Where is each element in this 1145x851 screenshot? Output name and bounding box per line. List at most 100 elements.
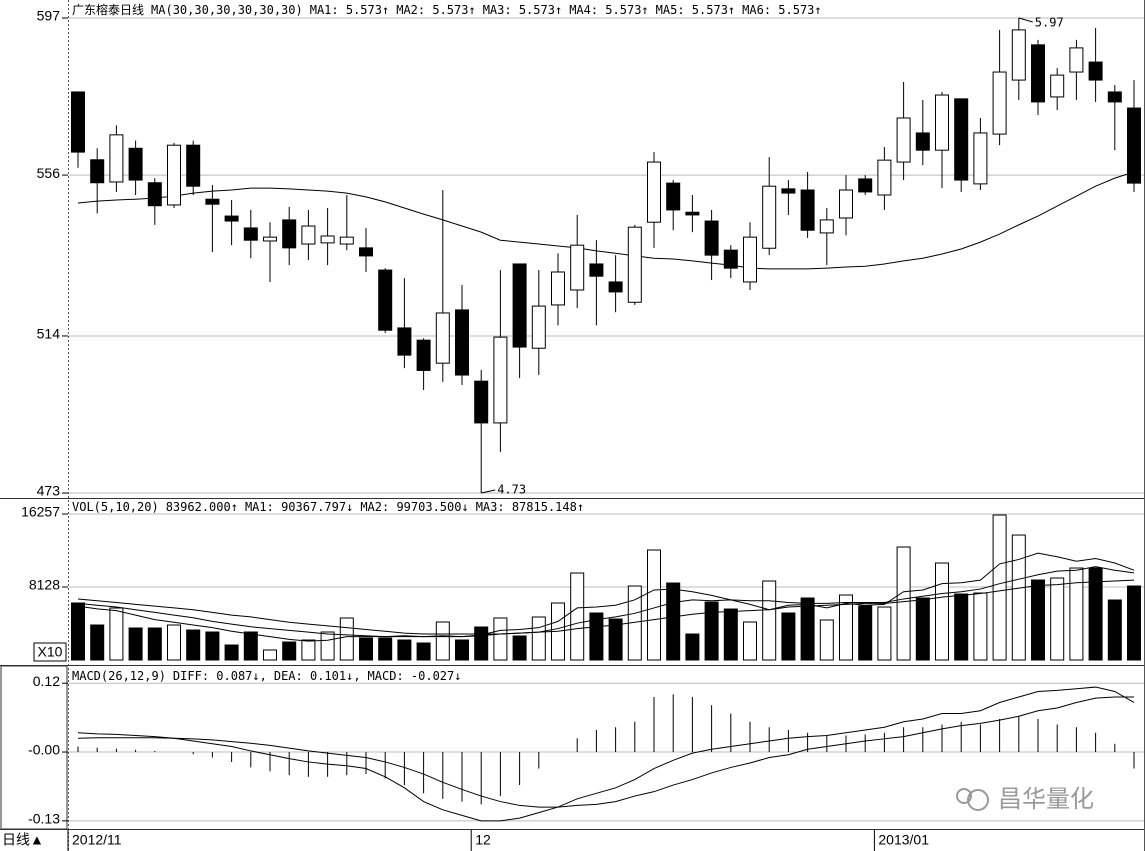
candle-body [416,339,431,371]
candle-body [704,220,719,256]
legend: 广东榕泰日线 MA(30,30,30,30,30,30) MA1: 5.573↑ MA… [72,2,822,17]
candle-body [339,236,354,245]
volume-bar [1127,585,1141,661]
legend-item: MA4: 5.573↑ [569,3,648,17]
y-tick-label: 8128 [29,577,60,593]
candle-body [877,159,892,196]
volume-bar [973,592,988,661]
x-tick-label: 12 [475,832,491,848]
candle-body [973,132,988,185]
volume-bar [263,649,277,661]
volume-bar [896,546,911,661]
candle-body [167,144,181,206]
legend-item: VOL(5,10,20) [72,500,159,514]
x-tick-label: 2012/11 [72,832,122,848]
candle-body [243,227,258,241]
candle-body [685,211,700,216]
volume-bar [685,633,700,661]
candle-body [205,198,220,205]
candle-body [186,144,201,187]
volume-bar [493,617,508,661]
volume-bar [1011,534,1026,661]
volume-bar [915,597,930,661]
candle-body [493,336,508,424]
volume-bar [90,624,105,661]
candle-body [819,219,834,234]
volume-bar [1050,577,1065,661]
volume-bar [205,631,220,661]
y-tick-label: -0.00 [28,742,60,758]
legend-item: MA(30,30,30,30,30,30) [151,3,303,17]
volume-bar [1107,599,1122,661]
candle-body [1069,47,1084,73]
candle-body [1011,29,1026,81]
volume-bar [455,639,469,661]
y-tick-label: -0.13 [28,811,60,827]
y-tick-label: 556 [37,165,61,181]
legend-item: 广东榕泰日线 [72,2,144,17]
candle-body [90,159,105,184]
legend: MACD(26,12,9) DIFF: 0.087↓, DEA: 0.101↓, MA… [72,669,461,683]
y-tick-label: 0.12 [33,673,60,689]
candle-body [301,225,316,245]
candle-body [1127,107,1141,184]
volume-bar [608,618,623,661]
unit-box [33,642,67,662]
legend-item: MA5: 5.573↑ [656,3,735,17]
candle-body [992,71,1007,135]
volume-bar [474,626,489,661]
legend-item: MA3: 5.573↑ [483,3,562,17]
candle-body [1050,74,1065,98]
candle-body [935,94,949,151]
volume-bar [743,621,757,661]
candle-body [320,235,335,244]
volume-bar [71,602,85,661]
annotation-pointer [1018,17,1033,23]
candle-body [589,263,604,277]
candle-body [435,312,450,364]
volume-bar [1088,567,1103,661]
macd-line [77,686,1135,822]
volume-bar [858,605,873,661]
y-tick-label: 514 [37,326,61,342]
volume-bar [800,597,815,661]
candle-body [263,236,277,242]
ma-line [77,171,1135,270]
volume-bar [723,608,738,661]
volume-bar [992,514,1007,661]
candle-body [512,263,527,348]
volume-bar [589,612,604,661]
candle-body [608,281,623,293]
legend-item: MA1: 90367.797↓ [245,500,353,514]
candle-body [954,98,969,181]
y-tick-label: 16257 [21,504,60,520]
legend-item: MA2: 99703.500↓ [360,500,468,514]
legend-item: DEA: 0.101↓, [274,669,361,683]
annotation: 5.97 [1035,16,1064,30]
watermark-icon [956,788,972,804]
candle-body [915,132,930,151]
volume-bar [243,631,258,661]
legend-item: MA1: 5.573↑ [310,3,389,17]
volume-bar [167,624,181,661]
volume-ma-line [77,552,1135,642]
candle-body [839,189,853,219]
legend-item: MACD(26,12,9) [72,669,166,683]
volume-bar [128,627,143,661]
volume-bar [877,606,892,661]
volume-bar [666,582,681,661]
volume-bar [935,562,949,661]
candle-body [1031,44,1045,103]
volume-bar [954,593,969,661]
volume-bar [109,607,124,661]
volume-bar [282,641,297,661]
candle-body [531,305,546,349]
candle-body [743,236,757,283]
volume-bar [339,617,354,661]
legend: VOL(5,10,20) 83962.000↑ MA1: 90367.797↓ MA2… [72,500,584,514]
volume-bar [435,621,450,661]
volume-bar [762,580,777,661]
candle-body [128,147,143,181]
candle-body [359,247,373,257]
